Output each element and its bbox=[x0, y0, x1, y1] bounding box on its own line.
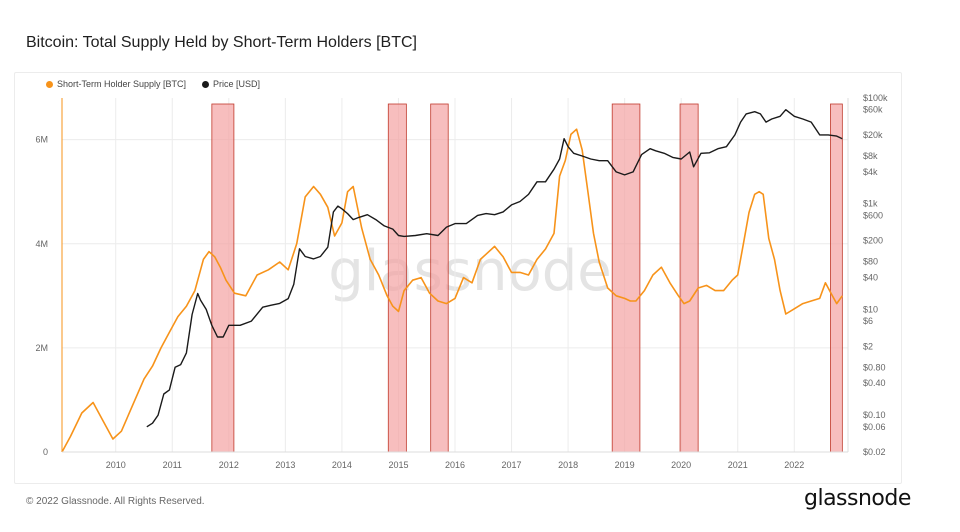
y-right-tick-label: $200 bbox=[863, 236, 883, 246]
y-right-tick-label: $100k bbox=[863, 93, 888, 103]
x-tick-label: 2022 bbox=[784, 460, 804, 470]
y-right-tick-label: $6 bbox=[863, 316, 873, 326]
y-right-tick-label: $60k bbox=[863, 105, 883, 115]
x-tick-label: 2016 bbox=[445, 460, 465, 470]
y-right-tick-label: $8k bbox=[863, 151, 878, 161]
shaded-period bbox=[679, 103, 699, 453]
x-tick-label: 2011 bbox=[163, 460, 182, 470]
series-line-price bbox=[146, 108, 843, 428]
chart-title: Bitcoin: Total Supply Held by Short-Term… bbox=[26, 34, 417, 51]
y-right-tick-label: $0.02 bbox=[863, 447, 886, 457]
legend-dot-price bbox=[202, 80, 210, 88]
glassnode-logo: glassnode bbox=[804, 486, 911, 511]
x-tick-label: 2012 bbox=[219, 460, 239, 470]
y-right-tick-label: $600 bbox=[863, 210, 883, 220]
shaded-period bbox=[387, 103, 407, 453]
shaded-period bbox=[430, 103, 449, 453]
y-right-tick-label: $0.40 bbox=[863, 378, 886, 388]
legend-dot-sth-supply bbox=[46, 80, 53, 88]
x-tick-label: 2014 bbox=[332, 460, 352, 470]
x-tick-label: 2018 bbox=[558, 460, 578, 470]
y-right-tick-label: $0.06 bbox=[863, 422, 886, 432]
y-left-tick-label: 2M bbox=[35, 343, 48, 353]
y-right-tick-label: $2 bbox=[863, 341, 873, 351]
y-right-tick-label: $80 bbox=[863, 257, 878, 267]
x-tick-label: 2017 bbox=[502, 460, 522, 470]
x-tick-label: 2015 bbox=[388, 460, 408, 470]
x-tick-label: 2019 bbox=[615, 460, 635, 470]
series-line-sth-supply bbox=[61, 128, 843, 453]
y-right-tick-label: $1k bbox=[863, 199, 878, 209]
copyright-footer: © 2022 Glassnode. All Rights Reserved. bbox=[26, 496, 205, 507]
watermark-text: glassnode bbox=[328, 239, 612, 304]
shaded-period bbox=[211, 103, 235, 453]
y-left-tick-label: 0 bbox=[43, 447, 48, 457]
shaded-period bbox=[611, 103, 641, 453]
y-left-tick-label: 6M bbox=[35, 135, 48, 145]
legend-item-price[interactable]: Price [USD] bbox=[202, 79, 260, 89]
legend-label-price: Price [USD] bbox=[213, 79, 261, 89]
y-right-tick-label: $4k bbox=[863, 167, 878, 177]
x-tick-label: 2020 bbox=[671, 460, 691, 470]
y-left-tick-label: 4M bbox=[35, 239, 48, 249]
y-right-tick-label: $10 bbox=[863, 304, 878, 314]
y-right-tick-label: $40 bbox=[863, 273, 878, 283]
y-right-tick-label: $0.10 bbox=[863, 410, 886, 420]
x-tick-label: 2010 bbox=[106, 460, 126, 470]
chart-legend: Short-Term Holder Supply [BTC] Price [US… bbox=[46, 79, 260, 89]
x-tick-label: 2013 bbox=[275, 460, 295, 470]
chart-frame bbox=[14, 72, 902, 484]
x-tick-label: 2021 bbox=[728, 460, 748, 470]
legend-item-sth-supply[interactable]: Short-Term Holder Supply [BTC] bbox=[46, 79, 186, 89]
y-right-tick-label: $0.80 bbox=[863, 362, 886, 372]
shaded-period bbox=[830, 103, 843, 453]
y-right-tick-label: $20k bbox=[863, 130, 883, 140]
legend-label-sth-supply: Short-Term Holder Supply [BTC] bbox=[57, 79, 187, 89]
